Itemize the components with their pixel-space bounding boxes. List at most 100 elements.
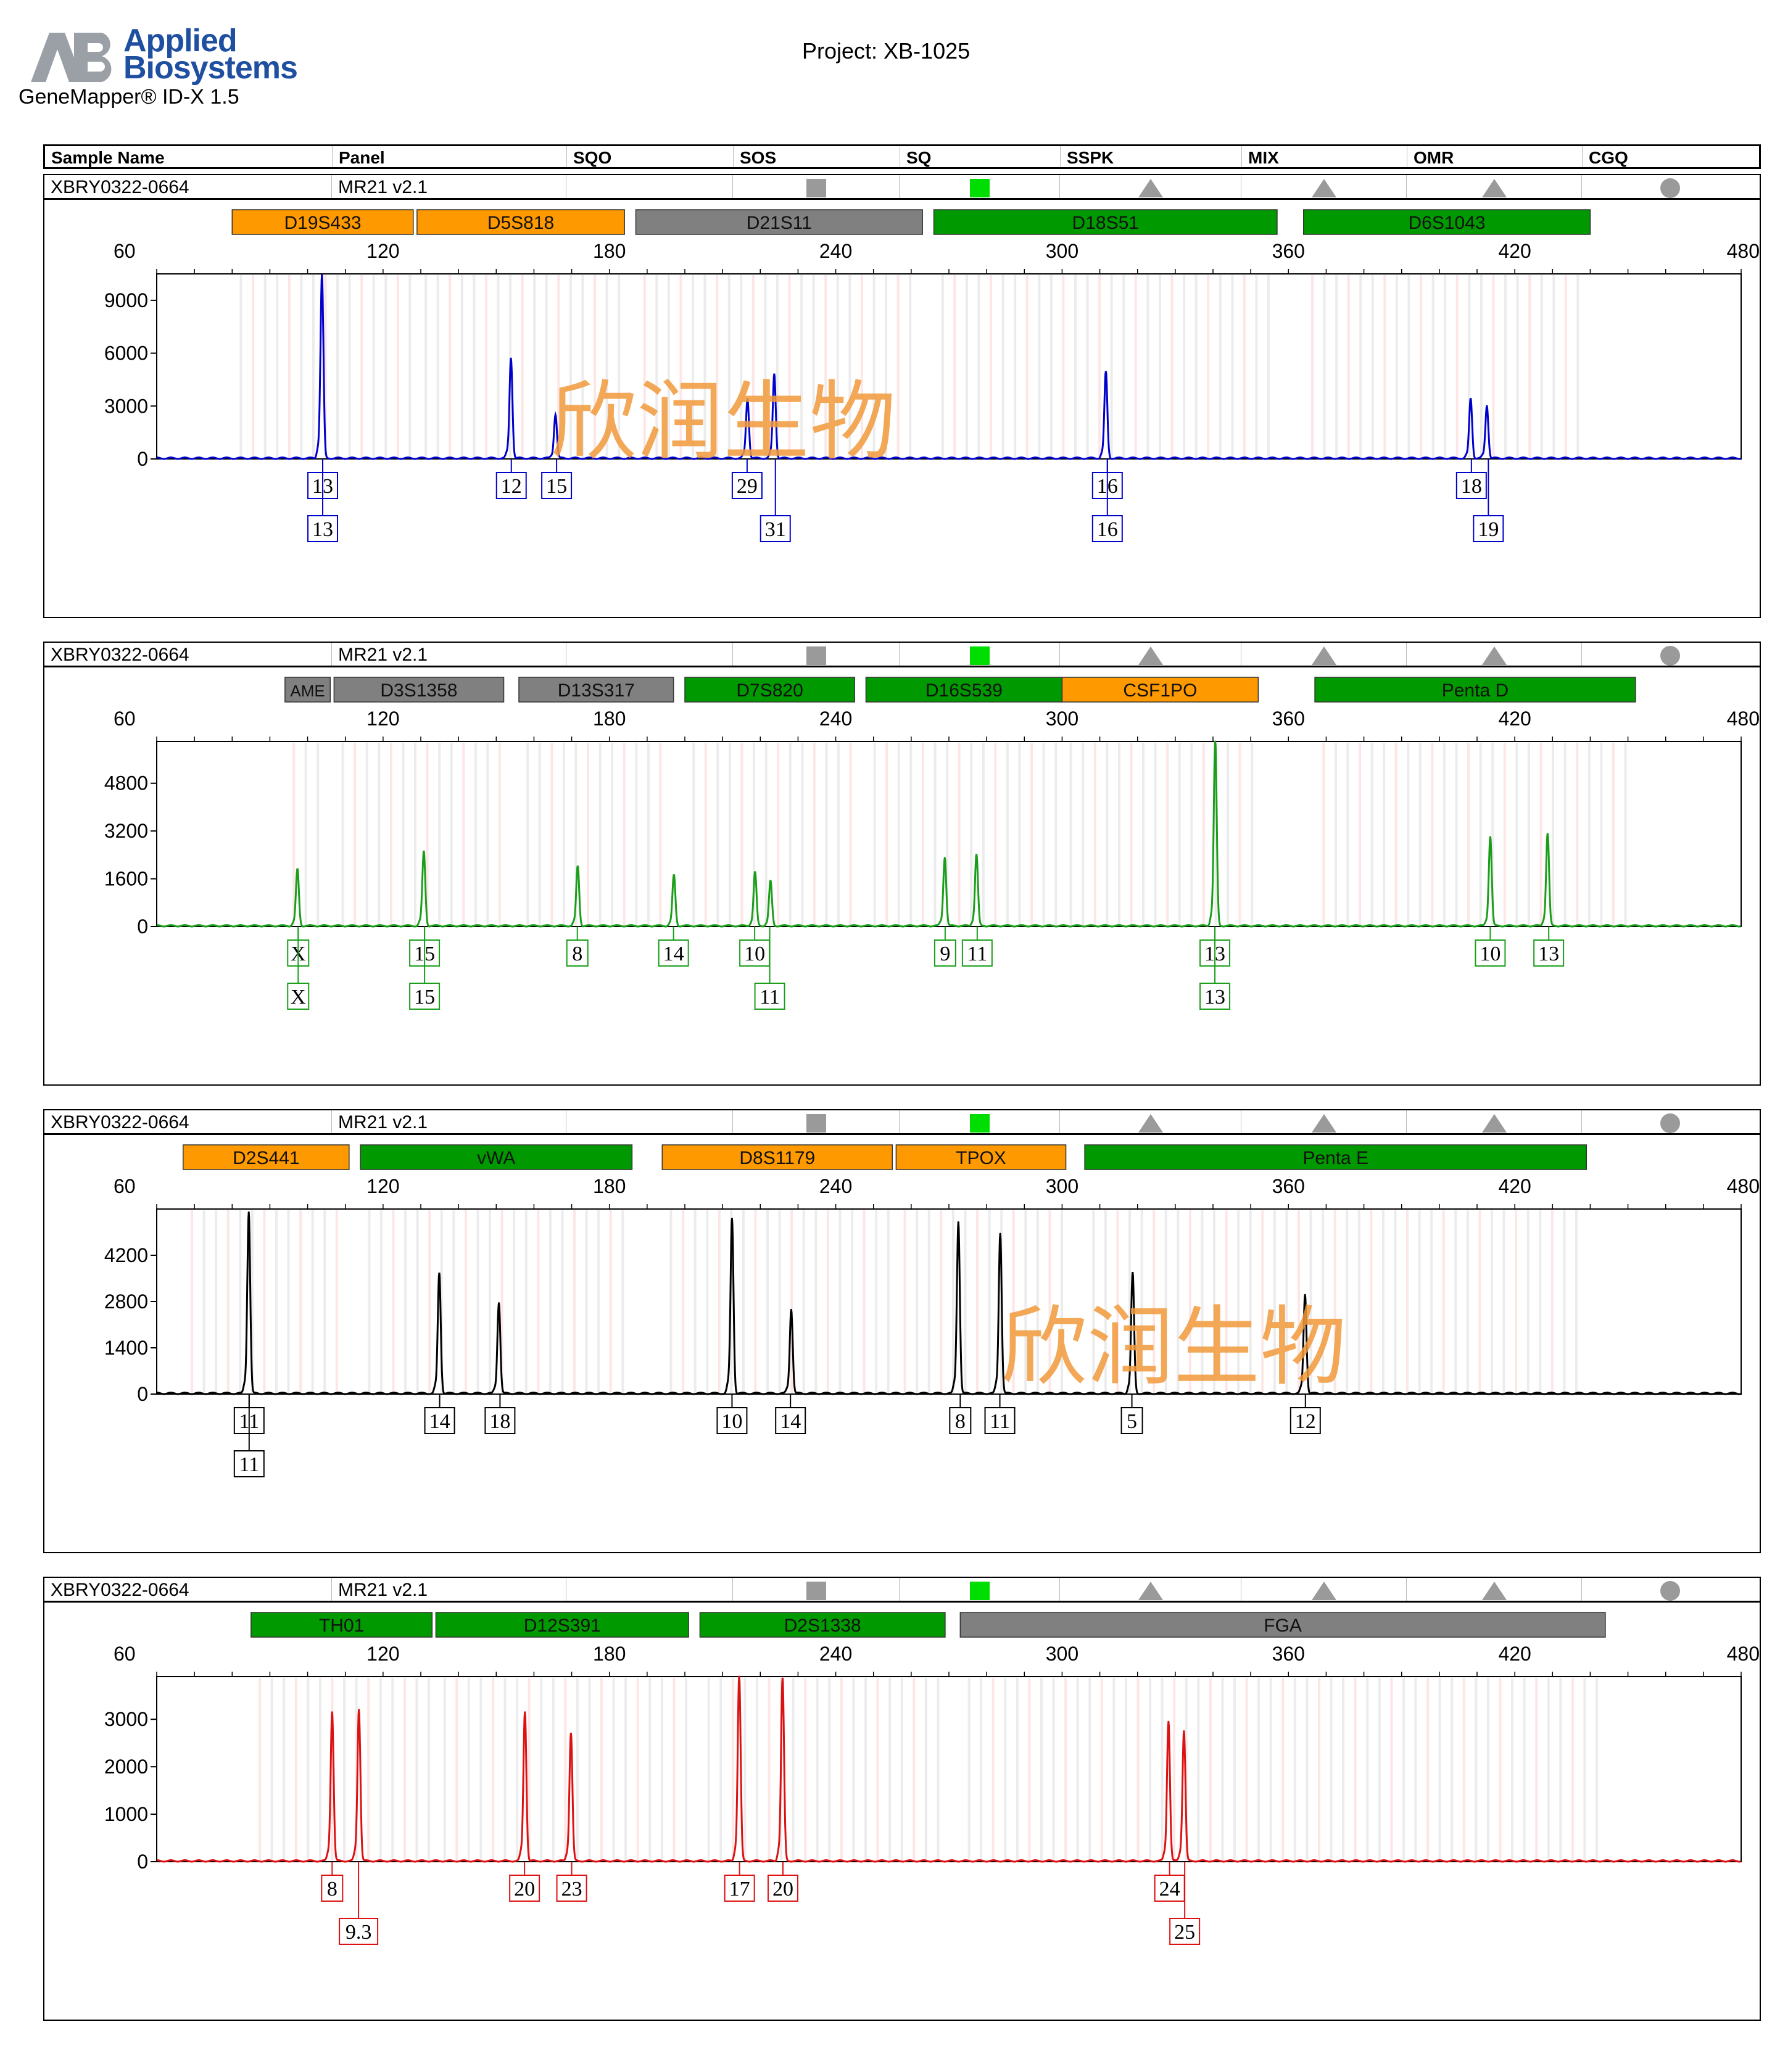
allele-call-box[interactable] [509, 1875, 540, 1902]
allele-call-box[interactable] [775, 1407, 806, 1434]
allele-call-box[interactable] [1120, 1407, 1143, 1434]
allele-call-box[interactable] [339, 1918, 379, 1945]
locus-bar[interactable] [661, 1144, 893, 1170]
peak-point[interactable] [746, 398, 748, 400]
locus-bar[interactable] [435, 1612, 689, 1638]
sample-row[interactable]: XBRY0322-0664 MR21 v2.1 [44, 1578, 1760, 1603]
allele-call-box[interactable] [933, 939, 956, 967]
allele-call-box[interactable] [484, 1407, 516, 1434]
locus-bar[interactable] [1061, 677, 1259, 703]
peak-point[interactable] [1104, 371, 1107, 374]
allele-call-box[interactable] [1289, 1407, 1321, 1434]
allele-call-box[interactable] [731, 472, 763, 499]
locus-bar[interactable] [231, 209, 414, 235]
peak-point[interactable] [576, 865, 579, 868]
allele-call-box[interactable] [307, 515, 339, 542]
peak-point[interactable] [1546, 833, 1549, 835]
allele-call-box[interactable] [1091, 515, 1123, 542]
peak-point[interactable] [999, 1232, 1001, 1235]
locus-bar[interactable] [895, 1144, 1067, 1170]
peak-point[interactable] [569, 1732, 572, 1735]
sample-row[interactable]: XBRY0322-0664 MR21 v2.1 [44, 643, 1760, 667]
allele-call-box[interactable] [424, 1407, 455, 1434]
allele-call-box[interactable] [1473, 515, 1504, 542]
x-tick-label: 480 [1727, 1175, 1760, 1197]
allele-call-box[interactable] [233, 1450, 265, 1477]
peak-point[interactable] [1183, 1730, 1185, 1732]
allele-call-box[interactable] [409, 983, 441, 1010]
peak-point[interactable] [943, 857, 946, 859]
peak-point[interactable] [423, 851, 425, 853]
peak-point[interactable] [975, 854, 978, 856]
allele-call-box[interactable] [754, 983, 785, 1010]
sample-row[interactable]: XBRY0322-0664 MR21 v2.1 [44, 1110, 1760, 1135]
locus-bar[interactable] [416, 209, 625, 235]
peak-point[interactable] [1489, 836, 1491, 838]
locus-bar[interactable] [333, 677, 505, 703]
locus-bar[interactable] [1302, 209, 1591, 235]
locus-bar[interactable] [933, 209, 1278, 235]
sample-row[interactable]: XBRY0322-0664 MR21 v2.1 [44, 175, 1760, 200]
peak-point[interactable] [769, 880, 772, 883]
peak-point[interactable] [1167, 1720, 1170, 1723]
allele-call-box[interactable] [556, 1875, 587, 1902]
allele-call-box[interactable] [984, 1407, 1016, 1434]
allele-call-box[interactable] [658, 939, 689, 967]
peak-point[interactable] [1214, 740, 1217, 743]
locus-bar[interactable] [183, 1144, 350, 1170]
peak-point[interactable] [790, 1308, 792, 1311]
locus-bar[interactable] [284, 677, 331, 703]
cgq-flag-icon [1660, 646, 1680, 666]
allele-call-box[interactable] [1475, 939, 1506, 967]
peak-point[interactable] [773, 373, 776, 376]
locus-bar[interactable] [959, 1612, 1606, 1638]
peak-point[interactable] [754, 872, 756, 874]
peak-point[interactable] [554, 414, 557, 416]
peak-point[interactable] [738, 1675, 740, 1678]
peak-point[interactable] [731, 1218, 733, 1220]
peak-point[interactable] [1470, 398, 1472, 400]
peak-point[interactable] [1304, 1294, 1306, 1296]
peak-point[interactable] [957, 1221, 959, 1223]
locus-bar[interactable] [684, 677, 855, 703]
locus-bar[interactable] [699, 1612, 946, 1638]
allele-call-box[interactable] [949, 1407, 972, 1434]
allele-call-box[interactable] [287, 983, 310, 1010]
peak-point[interactable] [1486, 405, 1488, 407]
peak-point[interactable] [296, 869, 299, 871]
allele-call-box[interactable] [566, 939, 589, 967]
allele-call-box[interactable] [724, 1875, 755, 1902]
locus-label: D8S1179 [739, 1148, 815, 1168]
peak-point[interactable] [510, 357, 512, 360]
peak-point[interactable] [524, 1711, 526, 1714]
peak-point[interactable] [331, 1711, 333, 1714]
locus-bar[interactable] [518, 677, 674, 703]
locus-bar[interactable] [360, 1144, 633, 1170]
peak-point[interactable] [1132, 1272, 1134, 1274]
allele-call-box[interactable] [321, 1875, 344, 1902]
y-tick-label: 6000 [104, 342, 148, 365]
peak-point[interactable] [358, 1709, 360, 1711]
peak-point[interactable] [438, 1272, 441, 1274]
locus-bar[interactable] [250, 1612, 433, 1638]
allele-call-box[interactable] [961, 939, 993, 967]
allele-call-box[interactable] [760, 515, 791, 542]
peak-point[interactable] [247, 1211, 250, 1213]
allele-call-box[interactable] [1533, 939, 1565, 967]
locus-bar[interactable] [865, 677, 1063, 703]
locus-bar[interactable] [1314, 677, 1636, 703]
allele-call-box[interactable] [1455, 472, 1487, 499]
allele-call-box[interactable] [541, 472, 573, 499]
peak-point[interactable] [673, 875, 675, 877]
locus-bar[interactable] [1084, 1144, 1588, 1170]
locus-bar[interactable] [635, 209, 923, 235]
allele-call-box[interactable] [1169, 1918, 1201, 1945]
peak-point[interactable] [321, 274, 323, 277]
allele-call-box[interactable] [1199, 983, 1231, 1010]
peak-point[interactable] [498, 1302, 500, 1305]
peak-point[interactable] [781, 1678, 784, 1680]
allele-call-box[interactable] [767, 1875, 798, 1902]
allele-label: 13 [1204, 986, 1225, 1009]
allele-call-box[interactable] [716, 1407, 748, 1434]
allele-call-box[interactable] [495, 472, 527, 499]
